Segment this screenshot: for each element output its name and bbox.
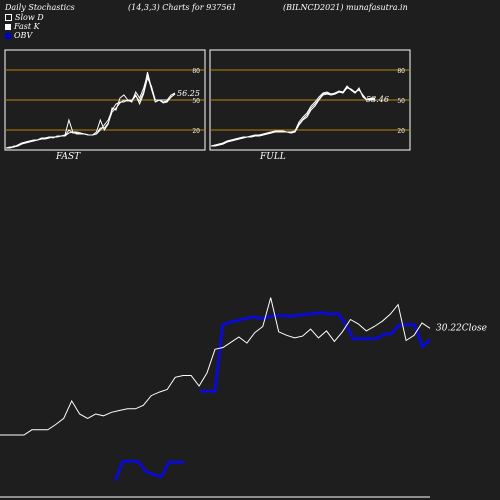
fast-series-0-line bbox=[6, 76, 176, 149]
full-last-value-label: 53.46 bbox=[366, 95, 389, 104]
full-y-tick-50: 50 bbox=[397, 98, 405, 105]
fast-series-1-line bbox=[5, 73, 176, 149]
full-series-0-line bbox=[211, 87, 375, 147]
fast-last-value-label: 56.25 bbox=[177, 89, 200, 98]
header-left: Daily Stochastics bbox=[5, 3, 75, 12]
legend-swatch-obv bbox=[5, 32, 11, 39]
obv-line bbox=[113, 311, 432, 482]
fast-y-tick-50: 50 bbox=[192, 98, 200, 105]
full-y-tick-80: 80 bbox=[397, 68, 405, 75]
full-panel-label: FULL bbox=[260, 152, 286, 162]
legend-swatch-fast-k bbox=[5, 23, 11, 30]
full-y-tick-20: 20 bbox=[397, 128, 405, 135]
legend-item-slow-d: Slow D bbox=[5, 13, 44, 22]
fast-series-2-line bbox=[6, 71, 176, 149]
fast-panel-label: FAST bbox=[56, 152, 81, 162]
header-center: (14,3,3) Charts for 937561 bbox=[128, 3, 237, 12]
full-series-1-line bbox=[210, 85, 375, 147]
fast-y-tick-20: 20 bbox=[192, 128, 200, 135]
price-line bbox=[0, 297, 431, 436]
legend-label-fast-k: Fast K bbox=[14, 22, 40, 31]
fast-y-tick-80: 80 bbox=[192, 68, 200, 75]
legend-swatch-slow-d bbox=[5, 14, 12, 21]
header-right: (BILNCD2021) munafasutra.in bbox=[283, 3, 408, 12]
full-series-2-line bbox=[211, 86, 375, 147]
legend-label-slow-d: Slow D bbox=[15, 13, 44, 22]
legend: Slow D Fast K OBV bbox=[5, 13, 44, 40]
legend-item-fast-k: Fast K bbox=[5, 22, 44, 31]
legend-label-obv: OBV bbox=[14, 31, 33, 40]
close-value-label: 30.22Close bbox=[436, 323, 487, 333]
legend-item-obv: OBV bbox=[5, 31, 44, 40]
